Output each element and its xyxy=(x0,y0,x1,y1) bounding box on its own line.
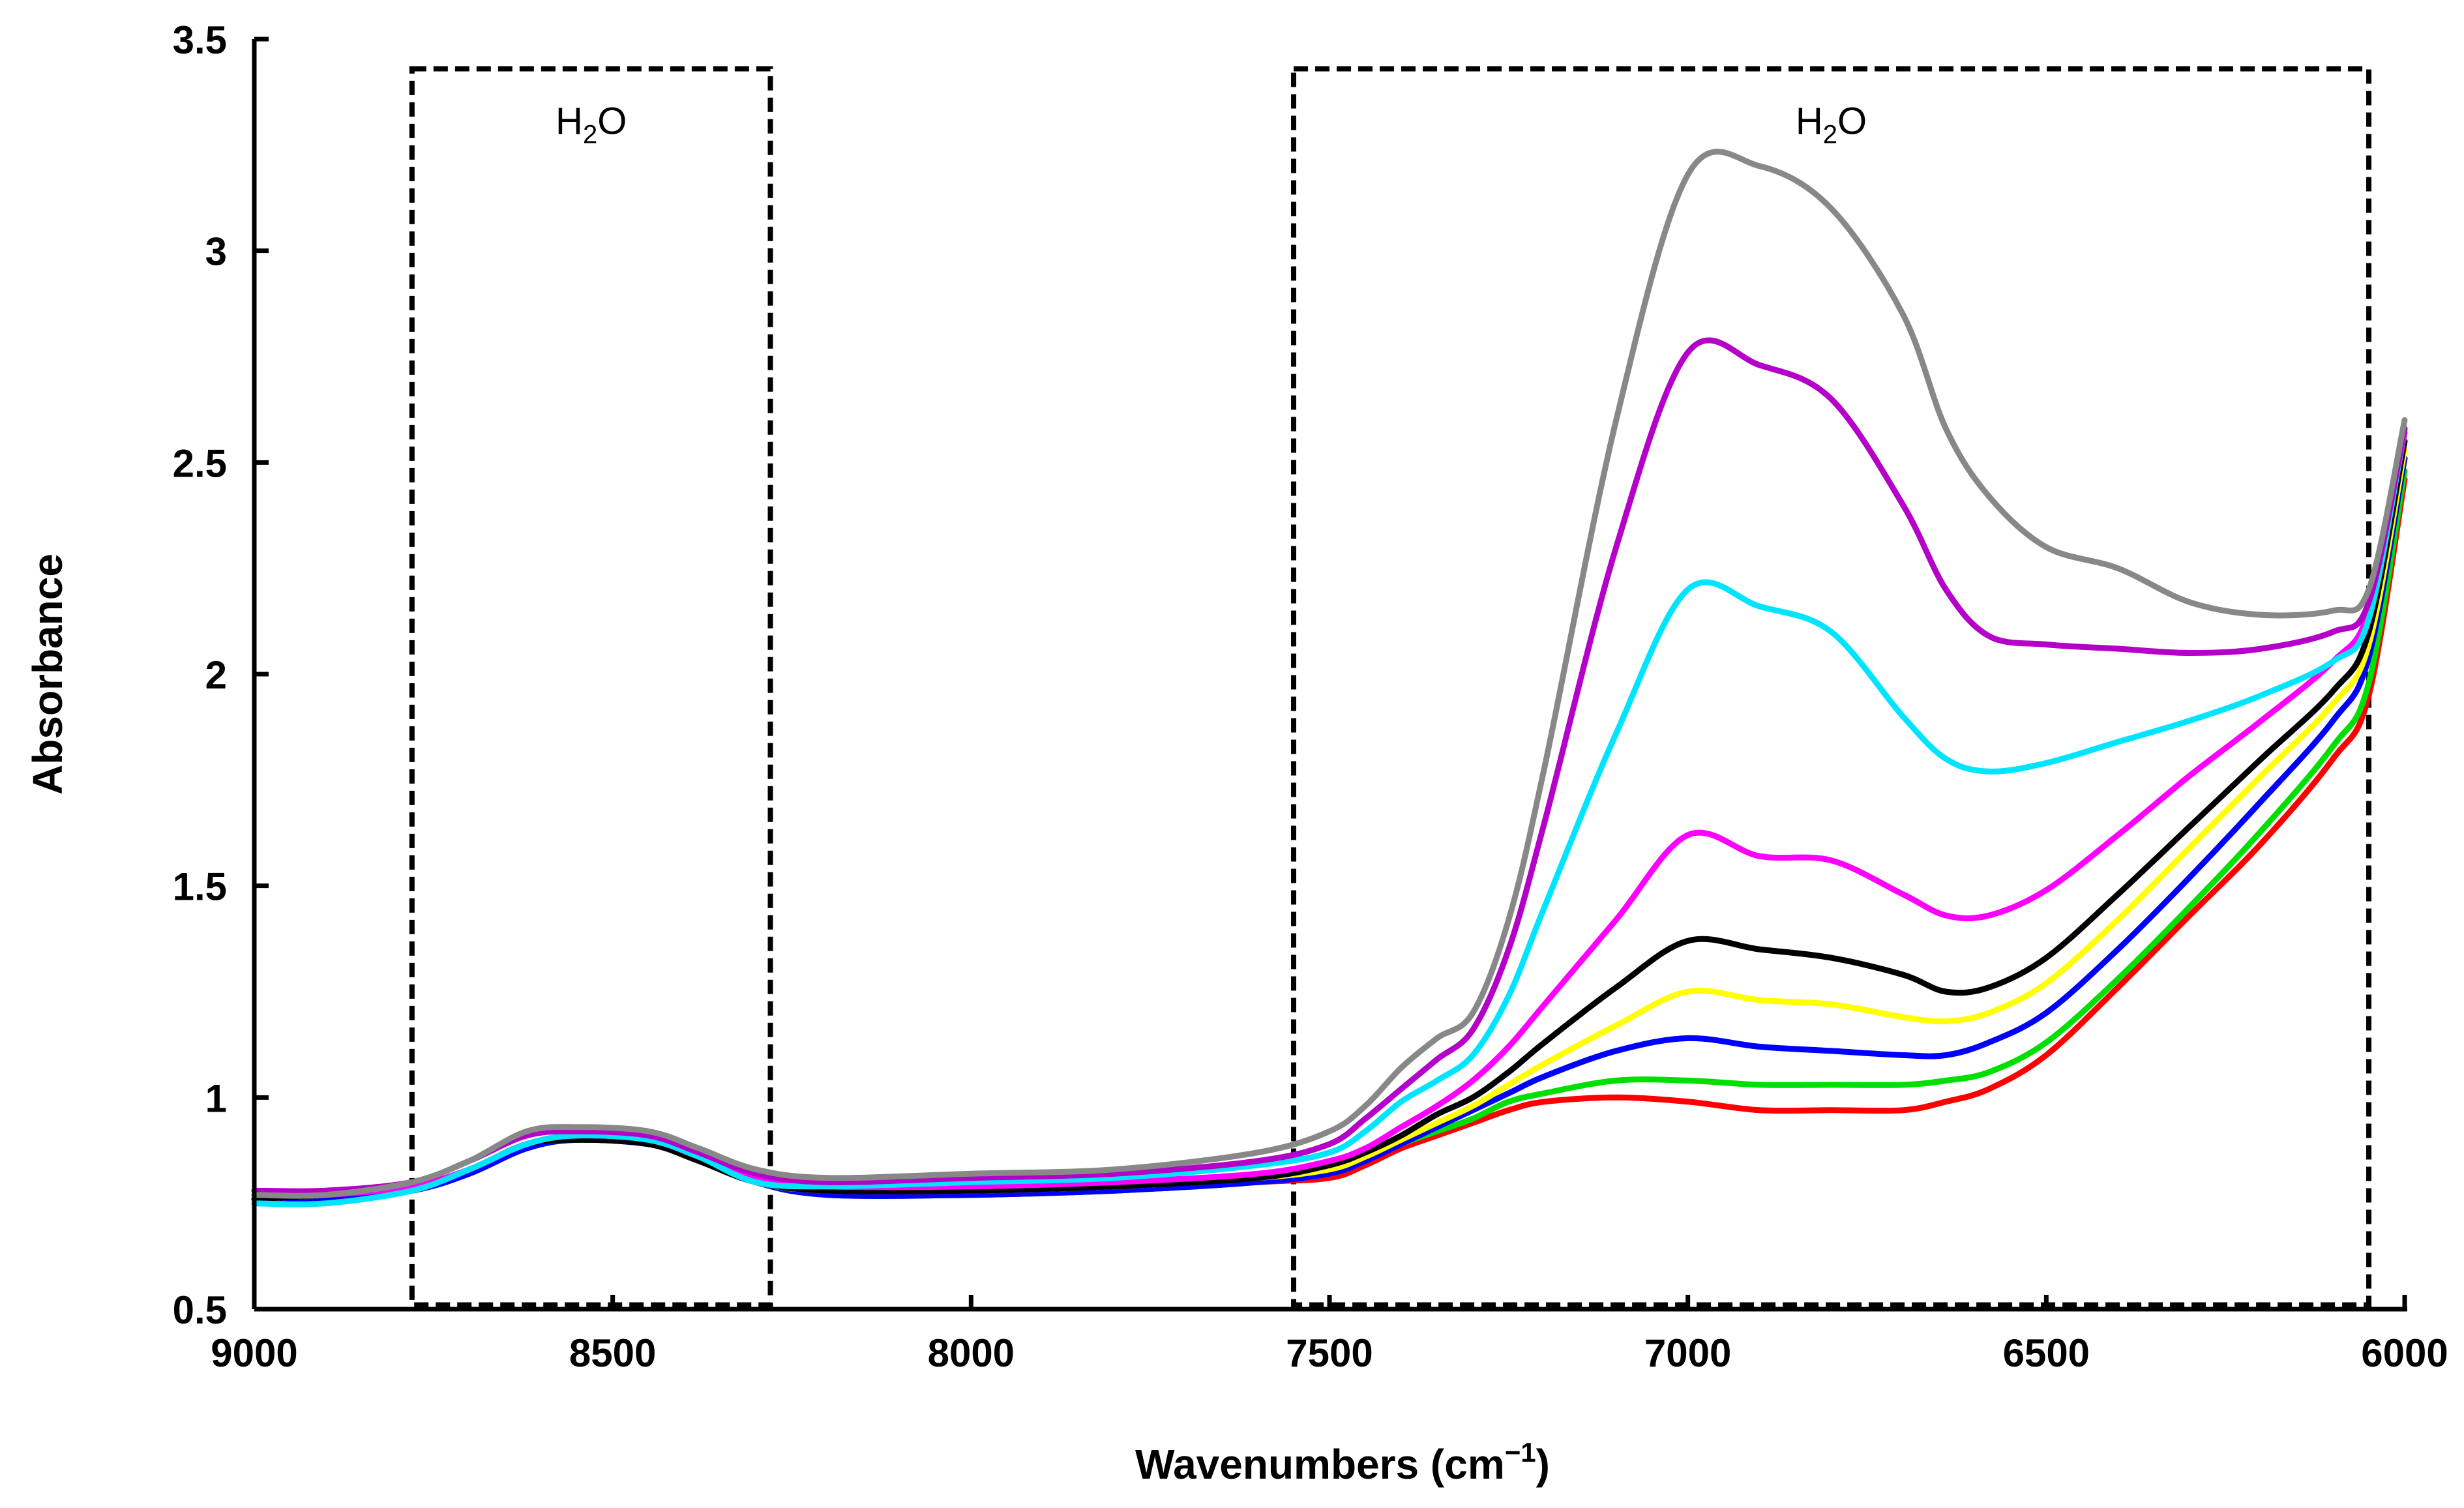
series-line-green xyxy=(251,467,2408,1203)
y-tick-label: 2.5 xyxy=(173,441,227,485)
y-tick-label: 2 xyxy=(205,653,227,697)
h2o-region-1-label: H2O xyxy=(556,100,627,149)
y-ticks: 0.5 1 1.5 2 2.5 3 3.5 xyxy=(173,18,269,1332)
x-tick-label: 7500 xyxy=(1286,1331,1373,1375)
x-tick-label: 6500 xyxy=(2003,1331,2090,1375)
h2o-region-1-label-sub: 2 xyxy=(583,120,597,149)
h2o-region-1-label-h: H xyxy=(556,100,583,142)
series-group xyxy=(251,149,2408,1207)
series-line-magenta xyxy=(251,430,2408,1199)
series-line-black xyxy=(251,438,2408,1202)
h2o-region-2-label-o: O xyxy=(1837,100,1867,142)
x-tick-label: 8000 xyxy=(928,1331,1015,1375)
h2o-region-2-box xyxy=(1291,66,2372,1308)
x-tick-label: 6000 xyxy=(2361,1331,2448,1375)
series-line-red xyxy=(251,476,2408,1207)
highlight-regions: H2O H2O xyxy=(409,66,2372,1308)
h2o-region-2-label-h: H xyxy=(1796,100,1823,142)
x-tick-label: 8500 xyxy=(569,1331,656,1375)
x-ticks: 9000 8500 8000 7500 7000 6500 6000 xyxy=(211,1295,2448,1375)
y-tick-label: 3 xyxy=(205,230,227,274)
series-line-gray xyxy=(251,149,2408,1199)
series-line-purple xyxy=(251,337,2408,1194)
x-axis-title: Wavenumbers (cm−1) xyxy=(1135,1437,1550,1488)
series-line-yellow xyxy=(251,447,2408,1202)
x-tick-label: 7000 xyxy=(1644,1331,1731,1375)
y-axis-title: Absorbance xyxy=(24,554,71,795)
y-tick-label: 1.5 xyxy=(173,865,227,909)
h2o-region-1-box xyxy=(409,66,773,1308)
series-line-cyan xyxy=(251,425,2408,1207)
x-axis-title-superscript: −1 xyxy=(1505,1437,1536,1468)
y-tick-label: 0.5 xyxy=(173,1288,227,1332)
x-tick-label: 9000 xyxy=(211,1331,297,1375)
series-line-blue xyxy=(251,455,2408,1203)
y-tick-label: 3.5 xyxy=(173,18,227,62)
x-axis-title-main: Wavenumbers (cm xyxy=(1135,1441,1505,1488)
x-axis-title-close: ) xyxy=(1536,1441,1550,1488)
y-tick-label: 1 xyxy=(205,1076,227,1120)
h2o-region-2-label: H2O xyxy=(1796,100,1867,149)
h2o-region-1-label-o: O xyxy=(597,100,627,142)
h2o-region-2-label-sub: 2 xyxy=(1823,120,1837,149)
